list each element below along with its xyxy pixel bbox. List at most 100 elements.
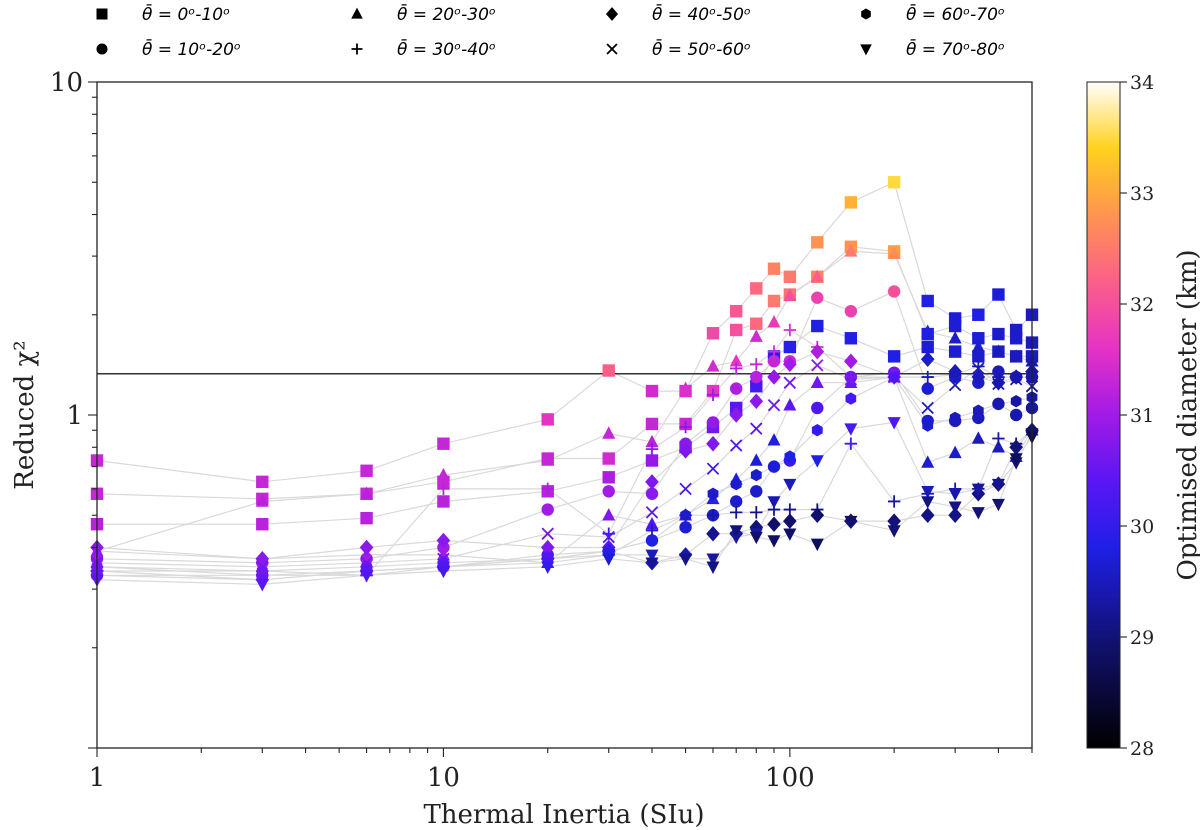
data-point (678, 443, 693, 459)
data-point (1010, 395, 1022, 408)
data-point (810, 343, 825, 360)
data-point (706, 561, 720, 574)
data-point (750, 422, 763, 435)
data-point (750, 282, 763, 295)
legend-label: θ̄ = 0ᵒ-10ᵒ (142, 3, 230, 25)
data-point (750, 506, 763, 519)
data-point (729, 354, 743, 367)
colorbar-label: Optimised diameter (km) (1173, 249, 1200, 580)
plot-area: 1 10 100 1 10 (50, 68, 1039, 793)
data-point (360, 511, 373, 525)
series-line-sq-b (96, 246, 1033, 500)
legend-item: θ̄ = 0ᵒ-10ᵒ (96, 3, 230, 25)
data-point (948, 501, 962, 514)
data-point (706, 388, 720, 401)
data-point (948, 488, 962, 501)
legend: θ̄ = 0ᵒ-10ᵒ θ̄ = 10ᵒ-20ᵒ θ̄ = 20ᵒ-30ᵒ θ̄ = … (96, 3, 1005, 60)
data-point (783, 288, 797, 302)
data-point (645, 474, 659, 490)
data-point (1009, 373, 1023, 386)
data-point (541, 503, 554, 516)
data-point (730, 477, 742, 491)
series-line-x-a (96, 364, 1033, 568)
data-point (707, 487, 719, 500)
data-point (436, 565, 450, 579)
data-point (540, 539, 555, 556)
legend-marker (96, 8, 108, 20)
data-point (920, 351, 935, 368)
series-sq-a (90, 176, 1039, 489)
data-point (992, 377, 1005, 391)
data-point (992, 288, 1005, 301)
data-point (972, 362, 985, 375)
legend-label: θ̄ = 10ᵒ-20ᵒ (142, 38, 241, 60)
series-line-tri-a (96, 250, 1033, 552)
data-point (437, 482, 450, 496)
data-point (729, 495, 743, 508)
data-point (541, 527, 554, 540)
colorbar-ticks: 28 29 30 31 32 33 34 (1120, 72, 1154, 760)
data-point (972, 332, 985, 345)
data-point (645, 549, 659, 563)
data-point (360, 486, 374, 500)
data-point (645, 417, 659, 431)
data-point (767, 355, 781, 368)
data-point (887, 513, 901, 529)
legend-item: θ̄ = 20ᵒ-30ᵒ (351, 3, 496, 25)
data-point (921, 496, 935, 509)
legend-marker (860, 44, 872, 56)
data-point (750, 370, 763, 384)
data-point (887, 285, 901, 298)
data-point (602, 530, 615, 544)
data-point (887, 495, 901, 508)
data-point (679, 482, 692, 496)
markers (90, 176, 1039, 592)
data-point (602, 485, 615, 498)
data-point (706, 327, 720, 340)
data-point (256, 564, 268, 578)
colorbar-tick-label: 31 (1130, 405, 1154, 427)
data-point (888, 370, 900, 384)
data-point (768, 460, 780, 473)
data-point (436, 547, 450, 561)
data-point (948, 445, 962, 459)
data-point (784, 450, 796, 463)
data-point (921, 370, 934, 384)
data-point (887, 246, 901, 259)
data-point (645, 487, 659, 500)
data-point (811, 236, 824, 249)
data-point (436, 467, 450, 481)
data-point (811, 291, 824, 304)
y-tick-label: 1 (66, 401, 83, 431)
series-hex-a (91, 370, 1038, 578)
colorbar-tick-label: 34 (1130, 72, 1154, 94)
data-point (921, 294, 934, 308)
data-point (948, 378, 962, 392)
series-line-sq-c (97, 325, 1032, 525)
data-point (811, 424, 823, 437)
data-point (1009, 332, 1023, 345)
data-point (810, 455, 824, 468)
data-point (679, 420, 692, 434)
data-point (645, 557, 659, 570)
series-line-sq-a (96, 181, 1033, 483)
data-point (360, 464, 373, 477)
legend-marker (351, 7, 363, 19)
data-point (921, 455, 935, 468)
legend-item: θ̄ = 50ᵒ-60ᵒ (606, 38, 751, 60)
data-point (1009, 369, 1023, 385)
data-point (810, 269, 824, 283)
legend-label: θ̄ = 60ᵒ-70ᵒ (906, 3, 1005, 25)
legend-marker (605, 7, 619, 21)
data-point (844, 423, 858, 436)
data-point (887, 176, 901, 189)
data-point (971, 431, 985, 444)
data-point (706, 359, 720, 372)
data-point (645, 454, 659, 467)
data-point (706, 462, 720, 475)
data-point (256, 517, 269, 531)
data-point (1009, 439, 1023, 456)
data-point (541, 482, 554, 496)
data-point (645, 434, 659, 448)
data-point (767, 315, 781, 328)
